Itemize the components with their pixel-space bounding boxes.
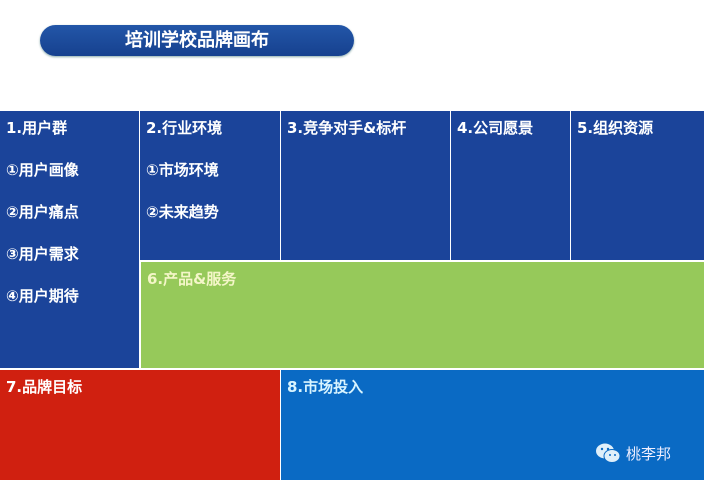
list-item: ④用户期待 bbox=[6, 287, 79, 305]
block-label: 2.行业环境 bbox=[146, 119, 223, 137]
block-label: 8.市场投入 bbox=[287, 378, 364, 396]
block-industry: 2.行业环境 ①市场环境 ②未来趋势 bbox=[140, 111, 280, 260]
block-label: 6.产品&服务 bbox=[147, 270, 237, 288]
block-market-investment: 8.市场投入 桃李邦 bbox=[281, 370, 704, 480]
block-competitors: 3.竞争对手&标杆 bbox=[281, 111, 450, 260]
list-item: ①市场环境 bbox=[146, 161, 219, 179]
list-item: ③用户需求 bbox=[6, 245, 79, 263]
list-item: ②用户痛点 bbox=[6, 203, 79, 221]
block-label: 1.用户群 bbox=[6, 119, 68, 137]
watermark-text: 桃李邦 bbox=[626, 444, 672, 463]
list-item: ①用户画像 bbox=[6, 161, 79, 179]
watermark: 桃李邦 bbox=[595, 442, 671, 464]
block-product: 6.产品&服务 bbox=[141, 262, 704, 368]
canvas-title: 培训学校品牌画布 bbox=[40, 25, 354, 56]
block-user-group: 1.用户群 ①用户画像 ②用户痛点 ③用户需求 ④用户期待 bbox=[0, 111, 139, 368]
block-vision: 4.公司愿景 bbox=[451, 111, 570, 260]
block-label: 5.组织资源 bbox=[577, 119, 654, 137]
block-label: 3.竞争对手&标杆 bbox=[287, 119, 407, 137]
block-resources: 5.组织资源 bbox=[571, 111, 704, 260]
block-label: 4.公司愿景 bbox=[457, 119, 534, 137]
block-label: 7.品牌目标 bbox=[6, 378, 83, 396]
wechat-icon bbox=[596, 443, 621, 463]
list-item: ②未来趋势 bbox=[146, 203, 219, 221]
block-brand-goal: 7.品牌目标 bbox=[0, 370, 280, 480]
